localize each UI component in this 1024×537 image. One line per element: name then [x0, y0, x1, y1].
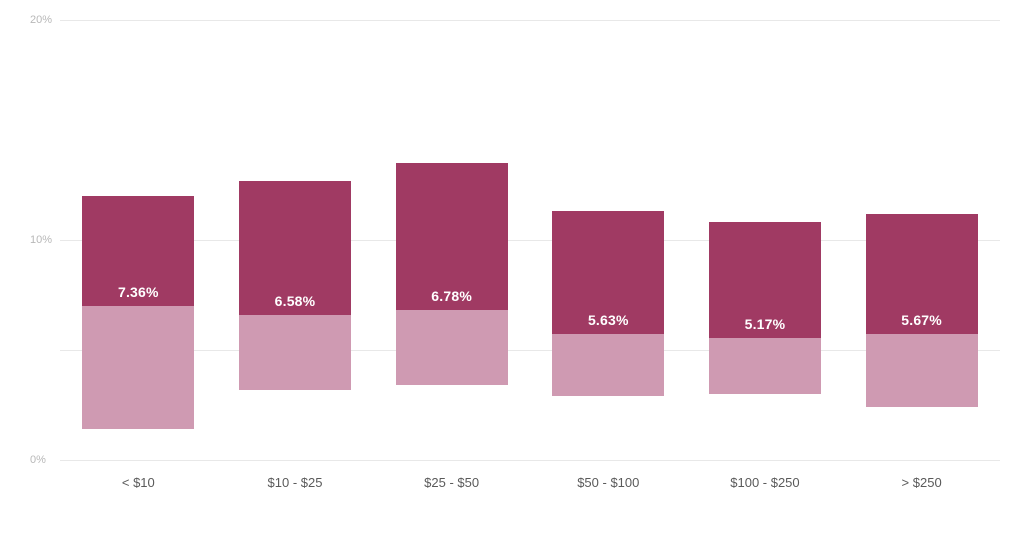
bar-group: 5.67% — [866, 20, 978, 460]
x-tick-label: $25 - $50 — [396, 475, 508, 490]
plot-area: 0%10%20%7.36%6.58%6.78%5.63%5.17%5.67% — [60, 20, 1000, 460]
gridline — [60, 460, 1000, 461]
bar-value-label: 5.67% — [866, 312, 978, 328]
y-tick-label: 0% — [30, 454, 58, 466]
bar-value-label: 6.58% — [239, 293, 351, 309]
y-tick-label: 10% — [30, 234, 58, 246]
bar-group: 7.36% — [82, 20, 194, 460]
bar-group: 5.63% — [552, 20, 664, 460]
bar-group: 6.78% — [396, 20, 508, 460]
bars-row: 7.36% 6.58% 6.78% 5.63% 5.17% 5.67% — [60, 20, 1000, 460]
bar-back — [866, 334, 978, 408]
bar-value-label: 6.78% — [396, 288, 508, 304]
x-tick-label: $50 - $100 — [552, 475, 664, 490]
bar-back — [552, 334, 664, 397]
bar-back — [239, 315, 351, 390]
x-tick-label: $100 - $250 — [709, 475, 821, 490]
x-tick-label: $10 - $25 — [239, 475, 351, 490]
bar-value-label: 7.36% — [82, 284, 194, 300]
bar-back — [709, 338, 821, 394]
bar-back — [82, 306, 194, 429]
bar-value-label: 5.17% — [709, 316, 821, 332]
x-tick-label: < $10 — [82, 475, 194, 490]
x-tick-label: > $250 — [866, 475, 978, 490]
bar-value-label: 5.63% — [552, 312, 664, 328]
chart-container: 0%10%20%7.36%6.58%6.78%5.63%5.17%5.67% <… — [30, 20, 1010, 510]
x-axis-labels: < $10 $10 - $25 $25 - $50 $50 - $100 $100 - … — [60, 475, 1000, 490]
bar-back — [396, 310, 508, 385]
bar-group: 5.17% — [709, 20, 821, 460]
bar-group: 6.58% — [239, 20, 351, 460]
y-tick-label: 20% — [30, 14, 58, 26]
